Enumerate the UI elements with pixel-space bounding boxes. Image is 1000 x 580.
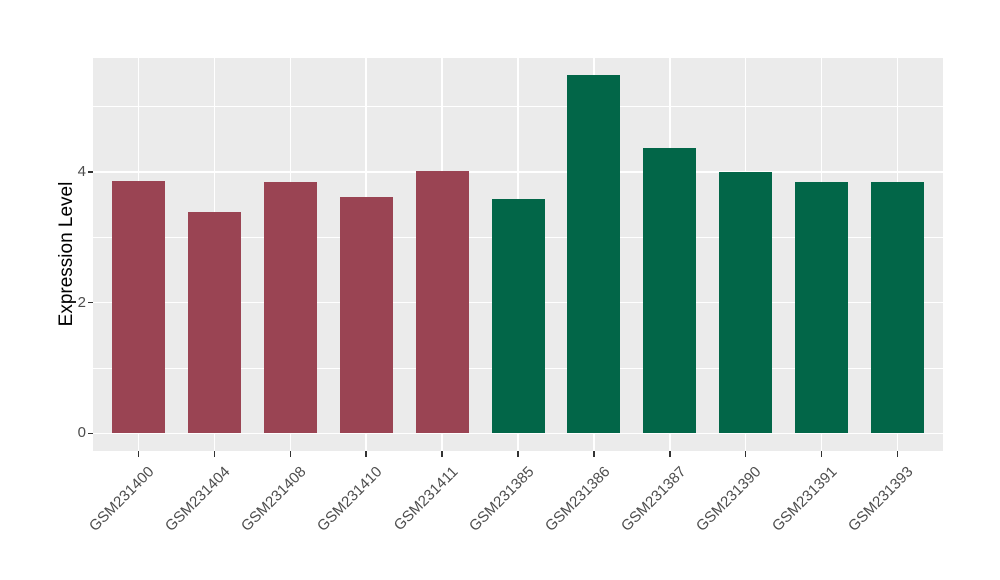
x-tick-label-text: GSM231400	[86, 463, 158, 535]
bar-GSM231385	[491, 198, 545, 434]
x-tick-mark	[441, 451, 443, 457]
bar-GSM231391	[795, 181, 849, 434]
x-tick-label-text: GSM231385	[465, 463, 538, 535]
x-tick-label-text: GSM231391	[769, 463, 841, 535]
x-tick-label-text: GSM231390	[693, 463, 765, 535]
bar-GSM231387	[643, 147, 697, 434]
x-tick-mark	[669, 451, 671, 457]
bar-GSM231410	[339, 196, 393, 434]
y-tick-mark	[87, 301, 93, 304]
bar-GSM231393	[870, 182, 924, 434]
x-tick-mark	[896, 451, 899, 457]
y-tick-mark	[87, 171, 93, 173]
x-tick-mark	[517, 451, 519, 457]
x-tick-mark	[593, 451, 595, 457]
y-tick-mark	[87, 432, 93, 435]
bar-GSM231411	[415, 171, 469, 434]
bar-GSM231386	[567, 75, 621, 434]
bar-GSM231400	[112, 180, 166, 434]
x-tick-label-text: GSM231387	[617, 463, 690, 535]
bar-GSM231404	[187, 211, 241, 434]
x-tick-label-text: GSM231410	[313, 463, 386, 535]
x-tick-label-text: GSM231404	[162, 463, 234, 535]
y-tick-label: 2	[77, 293, 86, 311]
y-tick-label: 0	[77, 424, 86, 442]
y-tick-label: 4	[77, 162, 86, 180]
bar-GSM231408	[263, 181, 317, 434]
plot-panel	[93, 58, 943, 451]
x-tick-mark	[213, 451, 216, 457]
x-tick-label-text: GSM231411	[390, 463, 462, 535]
bar-GSM231390	[719, 172, 773, 434]
x-tick-mark	[365, 451, 367, 457]
x-tick-mark	[820, 451, 823, 457]
x-tick-mark	[137, 451, 140, 457]
x-tick-mark	[744, 451, 747, 457]
x-tick-mark	[289, 451, 292, 457]
x-tick-label-text: GSM231386	[541, 463, 614, 535]
x-tick-label-text: GSM231393	[845, 463, 917, 535]
x-tick-label-text: GSM231408	[238, 463, 310, 535]
